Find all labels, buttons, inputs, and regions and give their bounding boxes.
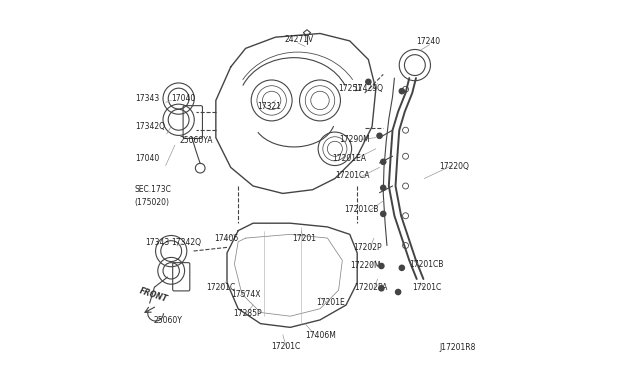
Text: 17040: 17040 xyxy=(135,154,159,163)
Text: 17406: 17406 xyxy=(214,234,238,243)
Text: 17285P: 17285P xyxy=(234,309,262,318)
Circle shape xyxy=(399,265,404,270)
Text: SEC.173C: SEC.173C xyxy=(135,185,172,194)
Text: 17201EA: 17201EA xyxy=(332,154,366,163)
Circle shape xyxy=(379,263,384,269)
Text: J17201R8: J17201R8 xyxy=(439,343,476,352)
Text: 17202PA: 17202PA xyxy=(354,283,388,292)
Text: 25060Y: 25060Y xyxy=(154,316,182,325)
Circle shape xyxy=(381,211,386,217)
Circle shape xyxy=(381,159,386,164)
Text: 17202P: 17202P xyxy=(353,243,382,252)
Circle shape xyxy=(381,185,386,190)
Text: 17342Q: 17342Q xyxy=(172,238,201,247)
Text: 17290M: 17290M xyxy=(339,135,370,144)
Text: 17201C: 17201C xyxy=(271,342,301,351)
Text: 17343: 17343 xyxy=(135,94,159,103)
Text: 17574X: 17574X xyxy=(232,290,261,299)
Circle shape xyxy=(379,286,384,291)
Text: 17321: 17321 xyxy=(257,102,281,110)
Circle shape xyxy=(399,89,404,94)
Text: 17342Q: 17342Q xyxy=(135,122,164,131)
Text: 17040: 17040 xyxy=(172,94,195,103)
Text: 17343: 17343 xyxy=(145,238,170,247)
Circle shape xyxy=(377,133,382,138)
Text: 25060YA: 25060YA xyxy=(179,136,213,145)
Text: 17201CA: 17201CA xyxy=(335,171,369,180)
Text: 17406M: 17406M xyxy=(305,331,336,340)
Text: 17201CB: 17201CB xyxy=(410,260,444,269)
Text: 24271V: 24271V xyxy=(284,35,314,44)
Text: 17201CB: 17201CB xyxy=(344,205,379,214)
Text: 17251: 17251 xyxy=(338,84,362,93)
Circle shape xyxy=(365,79,371,84)
Text: 17201E: 17201E xyxy=(316,298,345,307)
Text: 17429Q: 17429Q xyxy=(353,84,383,93)
Text: 17240: 17240 xyxy=(416,37,440,46)
Text: 17201: 17201 xyxy=(292,234,316,243)
Text: FRONT: FRONT xyxy=(138,286,169,304)
Text: 17220M: 17220M xyxy=(351,262,381,270)
Text: 17220Q: 17220Q xyxy=(439,162,469,171)
Text: (175020): (175020) xyxy=(135,198,170,207)
Text: 17201C: 17201C xyxy=(207,283,236,292)
Circle shape xyxy=(396,289,401,295)
Text: 17201C: 17201C xyxy=(412,283,442,292)
